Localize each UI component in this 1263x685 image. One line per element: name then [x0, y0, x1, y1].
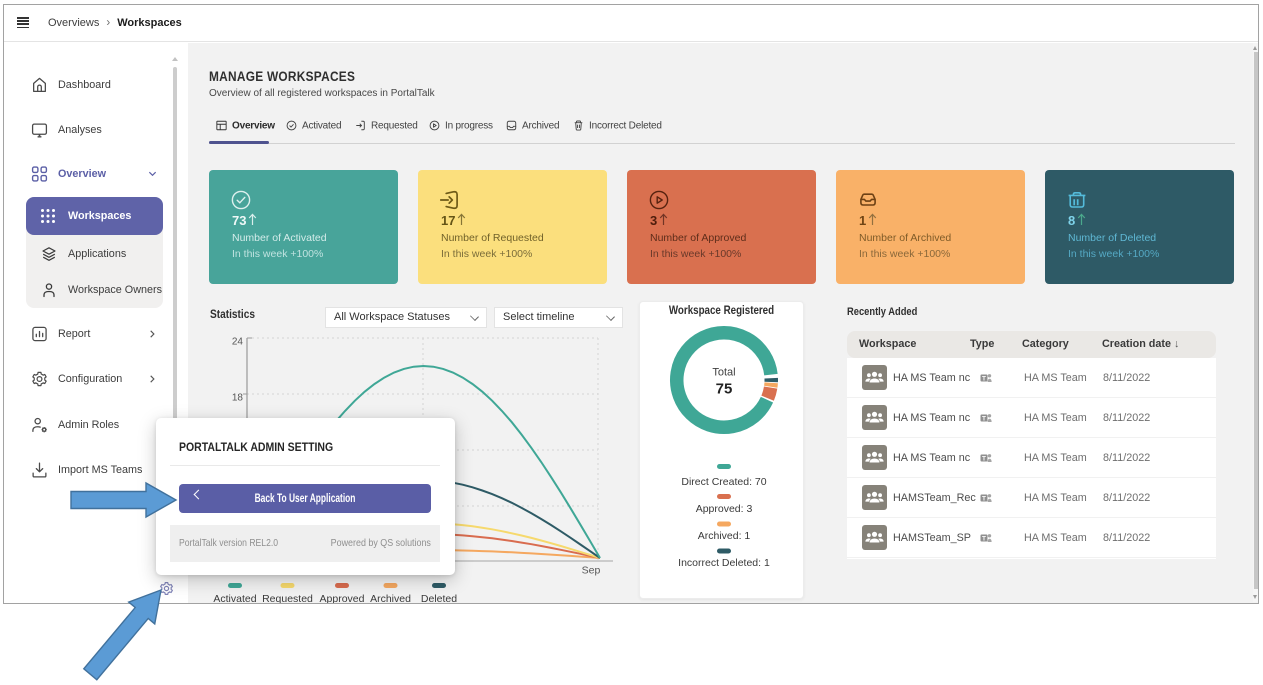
- svg-text:Activated: Activated: [213, 593, 256, 604]
- svg-text:T: T: [982, 375, 986, 382]
- svg-text:Deleted: Deleted: [421, 593, 457, 604]
- svg-text:Total: Total: [712, 367, 735, 379]
- svg-text:Sep: Sep: [582, 565, 601, 577]
- svg-text:18: 18: [232, 393, 244, 404]
- svg-text:T: T: [982, 455, 986, 462]
- svg-text:T: T: [982, 415, 986, 422]
- svg-text:24: 24: [232, 337, 244, 348]
- svg-text:Archived: Archived: [370, 593, 411, 604]
- svg-text:Incorrect Deleted: 1: Incorrect Deleted: 1: [678, 557, 770, 569]
- svg-text:Direct Created: 70: Direct Created: 70: [681, 476, 766, 488]
- svg-text:Archived: 1: Archived: 1: [698, 530, 751, 542]
- svg-text:Requested: Requested: [262, 593, 313, 604]
- svg-text:T: T: [982, 495, 986, 502]
- svg-text:T: T: [982, 535, 986, 542]
- svg-text:Approved: 3: Approved: 3: [696, 503, 753, 515]
- svg-text:75: 75: [716, 381, 733, 398]
- svg-text:Approved: Approved: [320, 593, 365, 604]
